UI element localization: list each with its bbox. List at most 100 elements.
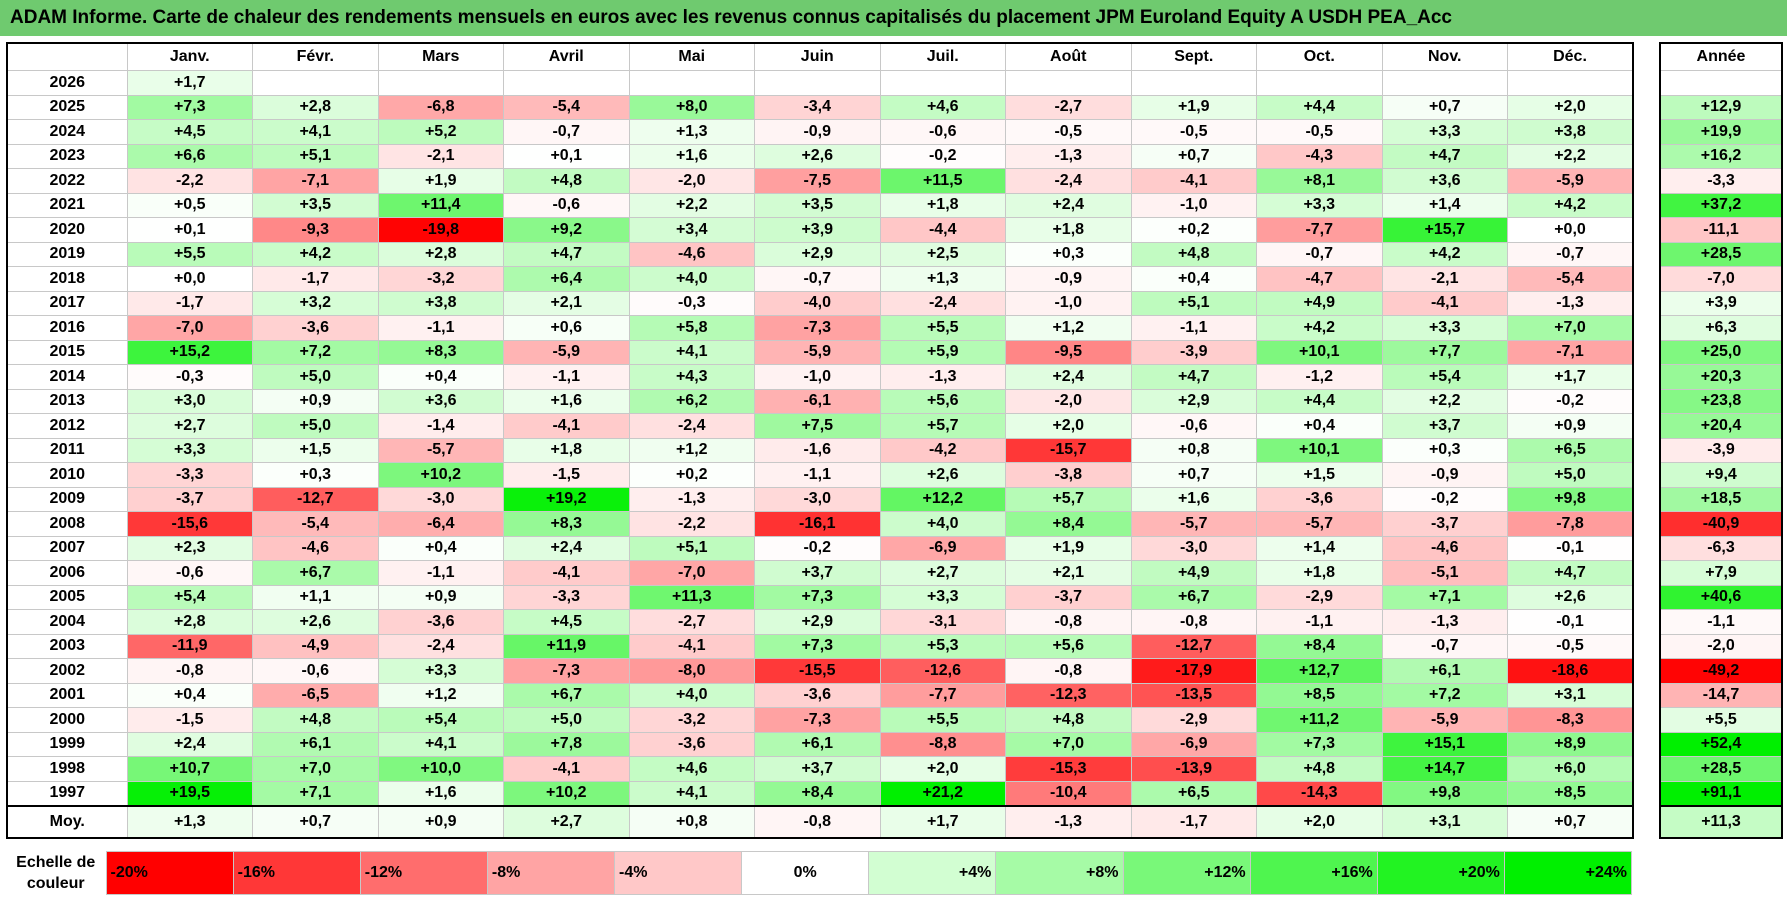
heatmap-cell: -4,4 bbox=[879, 217, 1006, 243]
heatmap-cell: +4,3 bbox=[628, 364, 755, 390]
heatmap-cell bbox=[879, 70, 1006, 96]
heatmap-cell: +4,0 bbox=[628, 266, 755, 292]
heatmap-cell: +5,4 bbox=[377, 707, 504, 733]
annual-cell: -11,1 bbox=[1659, 217, 1783, 243]
heatmap-cell: +4,8 bbox=[252, 707, 379, 733]
year-row: 2018 +0,0 -1,7 -3,2 +6,4 +4,0 -0,7 +1,3 -0,9 +0,4… bbox=[6, 266, 1634, 292]
heatmap-cell: -11,9 bbox=[126, 633, 253, 659]
heatmap-cell: -8,8 bbox=[879, 731, 1006, 757]
year-label: 2007 bbox=[6, 535, 128, 561]
heatmap-cell: +2,7 bbox=[879, 560, 1006, 586]
year-label: 1997 bbox=[6, 780, 128, 807]
heatmap-cell: +3,3 bbox=[879, 584, 1006, 610]
heatmap-cell: -0,2 bbox=[1381, 486, 1508, 512]
heatmap-cell: +6,1 bbox=[754, 731, 881, 757]
color-scale-swatch: +12% bbox=[1122, 851, 1251, 895]
heatmap-cell: -4,0 bbox=[754, 290, 881, 316]
heatmap-cell: +1,9 bbox=[377, 168, 504, 194]
heatmap-cell: -18,6 bbox=[1507, 658, 1634, 684]
annual-cell: +91,1 bbox=[1659, 780, 1783, 807]
heatmap-cell: -7,1 bbox=[1507, 339, 1634, 365]
heatmap-cell: -4,1 bbox=[628, 633, 755, 659]
year-row: 2001 +0,4 -6,5 +1,2 +6,7 +4,0 -3,6 -7,7 -12,3 -13… bbox=[6, 682, 1634, 708]
heatmap-cell: +9,8 bbox=[1507, 486, 1634, 512]
heatmap-cell: +4,1 bbox=[628, 780, 755, 807]
heatmap-cell: +0,0 bbox=[126, 266, 253, 292]
heatmap-cell: +0,0 bbox=[1507, 217, 1634, 243]
heatmap-cell: +1,2 bbox=[628, 437, 755, 463]
heatmap-cell: +0,6 bbox=[503, 315, 630, 341]
heatmap-cell: +2,1 bbox=[503, 290, 630, 316]
heatmap-cell: +5,7 bbox=[879, 413, 1006, 439]
heatmap-cell: +0,3 bbox=[1005, 241, 1132, 267]
heatmap-cell: +4,5 bbox=[503, 609, 630, 635]
heatmap-cell: +7,2 bbox=[252, 339, 379, 365]
heatmap-cell: -3,8 bbox=[1005, 462, 1132, 488]
heatmap-cell: +4,9 bbox=[1256, 290, 1383, 316]
heatmap-cell: +2,4 bbox=[126, 731, 253, 757]
year-label: 2002 bbox=[6, 658, 128, 684]
color-scale-swatch: +8% bbox=[995, 851, 1124, 895]
heatmap-cell: -3,2 bbox=[377, 266, 504, 292]
year-label: 2020 bbox=[6, 217, 128, 243]
year-row: 2010 -3,3 +0,3 +10,2 -1,5 +0,2 -1,1 +2,6 -3,8 +0,… bbox=[6, 462, 1634, 488]
heatmap-cell: -10,4 bbox=[1005, 780, 1132, 807]
average-cell: +2,7 bbox=[503, 805, 630, 839]
heatmap-cell bbox=[1507, 70, 1634, 96]
heatmap-cell: +5,5 bbox=[879, 707, 1006, 733]
year-label: 2018 bbox=[6, 266, 128, 292]
heatmap-cell: -7,1 bbox=[252, 168, 379, 194]
month-header: Févr. bbox=[252, 42, 379, 71]
heatmap-cell: -1,3 bbox=[1381, 609, 1508, 635]
year-label: 2003 bbox=[6, 633, 128, 659]
heatmap-cell: -0,7 bbox=[503, 119, 630, 145]
average-cell: +2,0 bbox=[1256, 805, 1383, 839]
heatmap-cell: -3,0 bbox=[1130, 535, 1257, 561]
year-label: 2004 bbox=[6, 609, 128, 635]
heatmap-cell: -7,5 bbox=[754, 168, 881, 194]
heatmap-cell: +2,2 bbox=[1507, 143, 1634, 169]
year-row: 2017 -1,7 +3,2 +3,8 +2,1 -0,3 -4,0 -2,4 -1,0 +5,1… bbox=[6, 290, 1634, 316]
heatmap-cell: +7,3 bbox=[754, 633, 881, 659]
heatmap-cell: +5,0 bbox=[1507, 462, 1634, 488]
month-header: Janv. bbox=[126, 42, 253, 71]
heatmap-cell: +11,5 bbox=[879, 168, 1006, 194]
heatmap-cell: -3,7 bbox=[1381, 511, 1508, 537]
heatmap-cell: -0,7 bbox=[1381, 633, 1508, 659]
annual-cell: +37,2 bbox=[1659, 192, 1783, 218]
year-label: 2017 bbox=[6, 290, 128, 316]
heatmap-cell: -1,1 bbox=[377, 315, 504, 341]
heatmap-cell: +4,2 bbox=[252, 241, 379, 267]
year-label: 2009 bbox=[6, 486, 128, 512]
heatmap-cell bbox=[252, 70, 379, 96]
heatmap-cell: +1,6 bbox=[377, 780, 504, 807]
heatmap-cell: -0,3 bbox=[628, 290, 755, 316]
heatmap-cell: +9,2 bbox=[503, 217, 630, 243]
year-label: 2011 bbox=[6, 437, 128, 463]
heatmap-cell: -0,9 bbox=[1381, 462, 1508, 488]
heatmap-cell: +8,5 bbox=[1256, 682, 1383, 708]
color-scale-swatch: -12% bbox=[359, 851, 488, 895]
heatmap-cell: +4,8 bbox=[1005, 707, 1132, 733]
heatmap-cell: +2,9 bbox=[1130, 388, 1257, 414]
annual-cell: +18,5 bbox=[1659, 486, 1783, 512]
heatmap-cell: -0,6 bbox=[1130, 413, 1257, 439]
heatmap-cell: -13,9 bbox=[1130, 756, 1257, 782]
heatmap-cell: -3,7 bbox=[1005, 584, 1132, 610]
year-row: 2016 -7,0 -3,6 -1,1 +0,6 +5,8 -7,3 +5,5 +1,2 -1,1… bbox=[6, 315, 1634, 341]
heatmap-cell: -3,6 bbox=[1256, 486, 1383, 512]
heatmap-cell: -4,1 bbox=[503, 560, 630, 586]
heatmap-cell: -1,3 bbox=[879, 364, 1006, 390]
heatmap-cell bbox=[1256, 70, 1383, 96]
heatmap-cell: -2,7 bbox=[628, 609, 755, 635]
heatmap-cell: +6,4 bbox=[503, 266, 630, 292]
heatmap-cell: -7,8 bbox=[1507, 511, 1634, 537]
heatmap-cell: +6,5 bbox=[1507, 437, 1634, 463]
heatmap-cell: -17,9 bbox=[1130, 658, 1257, 684]
annual-cell: -14,7 bbox=[1659, 682, 1783, 708]
heatmap-cell: -9,3 bbox=[252, 217, 379, 243]
annual-cell: -1,1 bbox=[1659, 609, 1783, 635]
heatmap-cell: -1,6 bbox=[754, 437, 881, 463]
heatmap-cell: +3,8 bbox=[1507, 119, 1634, 145]
heatmap-cell: -7,3 bbox=[754, 315, 881, 341]
